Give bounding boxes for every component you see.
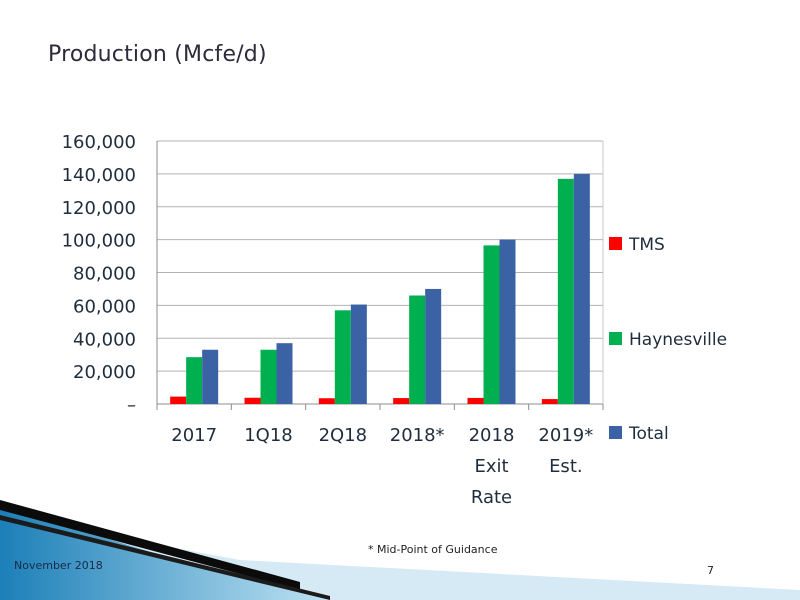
bar-total-2019-est- <box>573 173 590 404</box>
footer-date: November 2018 <box>14 559 103 572</box>
legend-swatch-total <box>609 426 622 439</box>
bars <box>170 173 590 404</box>
x-axis-tick-labels: 2017 1Q18 2Q18 2018* 2018 Exit Rate 2019* Est. <box>171 425 593 508</box>
bar-total-2q18 <box>350 304 367 404</box>
footnote: * Mid-Point of Guidance <box>368 543 498 556</box>
y-tick-label: 80,000 <box>73 264 136 285</box>
x-tick-label: 2018 <box>469 425 515 446</box>
x-tick-label: Est. <box>549 456 583 477</box>
swoosh-black-stripe <box>0 500 300 590</box>
x-tick-label: Exit <box>474 456 508 477</box>
bar-total-2017 <box>202 349 219 404</box>
y-tick-label: 140,000 <box>62 165 136 186</box>
swoosh-thin-stripe <box>0 515 330 600</box>
x-tick-label: 2Q18 <box>319 425 368 446</box>
y-tick-label: 160,000 <box>62 132 136 153</box>
legend-label-tms: TMS <box>628 235 665 255</box>
bar-haynesville-2018- <box>409 295 426 404</box>
legend-label-haynesville: Haynesville <box>629 330 727 350</box>
y-axis-tick-labels: – 20,000 40,000 60,000 80,000 100,000 120,000 1… <box>62 132 136 416</box>
x-tick-label: 2018* <box>390 425 445 446</box>
bar-haynesville-2019-est- <box>557 178 574 404</box>
bar-total-1q18 <box>276 343 293 404</box>
y-tick-label: 60,000 <box>73 296 136 317</box>
legend-swatch-haynesville <box>609 332 622 345</box>
y-tick-label: 20,000 <box>73 362 136 383</box>
y-tick-label: 100,000 <box>62 231 136 252</box>
bar-haynesville-1q18 <box>260 349 277 404</box>
legend-label-total: Total <box>628 424 669 444</box>
bar-total-2018-exit-rate <box>499 239 516 404</box>
x-tick-label: 2019* <box>538 425 593 446</box>
y-tick-label: 120,000 <box>62 198 136 219</box>
swoosh-blue-band <box>0 505 330 600</box>
bar-tms-2018- <box>393 398 410 404</box>
bar-tms-2019-est- <box>541 399 558 404</box>
y-tick-label: 40,000 <box>73 329 136 350</box>
x-tick-label: 2017 <box>171 425 217 446</box>
bar-tms-2017 <box>170 396 187 404</box>
y-tick-label: – <box>127 395 136 416</box>
legend: TMS Haynesville Total <box>609 235 727 444</box>
bar-haynesville-2018-exit-rate <box>483 245 500 404</box>
page-number: 7 <box>707 564 714 577</box>
x-tick-label: 1Q18 <box>244 425 293 446</box>
decorative-swoosh <box>0 500 800 600</box>
bar-total-2018- <box>425 288 442 404</box>
bar-tms-1q18 <box>244 397 261 404</box>
bar-haynesville-2q18 <box>334 310 351 404</box>
bar-tms-2018-exit-rate <box>467 397 484 404</box>
bar-haynesville-2017 <box>186 357 203 404</box>
x-tick-label: Rate <box>471 487 512 508</box>
bar-tms-2q18 <box>318 398 335 404</box>
gridlines <box>156 140 604 410</box>
legend-swatch-tms <box>609 237 622 250</box>
slide-title: Production (Mcfe/d) <box>48 42 267 67</box>
